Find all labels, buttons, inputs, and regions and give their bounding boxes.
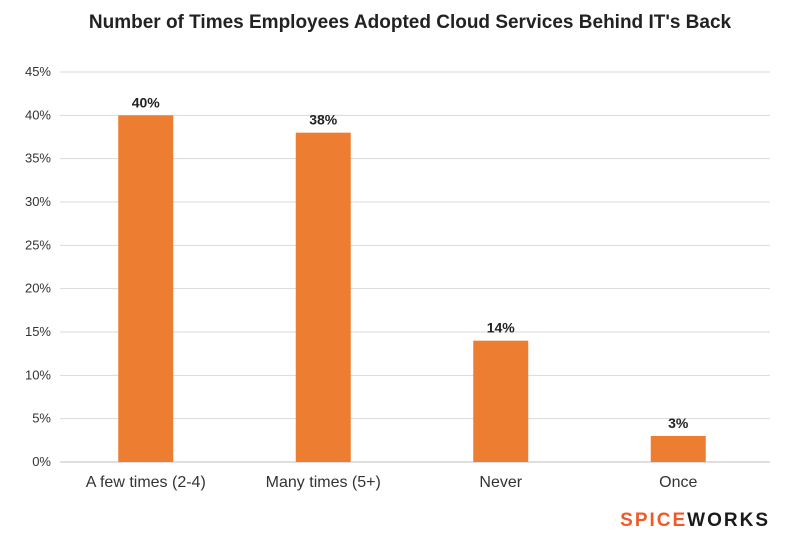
data-label: 40% <box>132 94 161 110</box>
spiceworks-logo: SPICEWORKS <box>620 510 770 532</box>
y-tick-label: 45% <box>25 64 51 79</box>
bar <box>295 132 351 462</box>
logo-spice-text: SPICE <box>620 510 688 531</box>
logo-works-text: WORKS <box>687 510 770 531</box>
chart-title: Number of Times Employees Adopted Cloud … <box>88 12 732 33</box>
x-tick-label: Once <box>659 474 697 491</box>
x-tick-label: A few times (2-4) <box>86 474 206 491</box>
y-tick-label: 15% <box>25 324 51 339</box>
data-label: 14% <box>487 320 516 336</box>
x-tick-label: Many times (5+) <box>266 474 381 491</box>
y-tick-label: 20% <box>25 281 51 296</box>
y-tick-label: 30% <box>25 194 51 209</box>
bar <box>473 340 529 462</box>
data-label: 38% <box>309 112 338 128</box>
y-tick-label: 35% <box>25 151 51 166</box>
bar <box>118 115 174 462</box>
y-tick-label: 0% <box>32 454 51 469</box>
y-tick-label: 40% <box>25 107 51 122</box>
y-tick-label: 10% <box>25 367 51 382</box>
y-tick-label: 25% <box>25 237 51 252</box>
chart-title-wrap: Number of Times Employees Adopted Cloud … <box>60 10 760 36</box>
bar <box>650 436 706 462</box>
data-label: 3% <box>668 415 689 431</box>
x-tick-label: Never <box>479 474 522 491</box>
y-tick-label: 5% <box>32 411 51 426</box>
